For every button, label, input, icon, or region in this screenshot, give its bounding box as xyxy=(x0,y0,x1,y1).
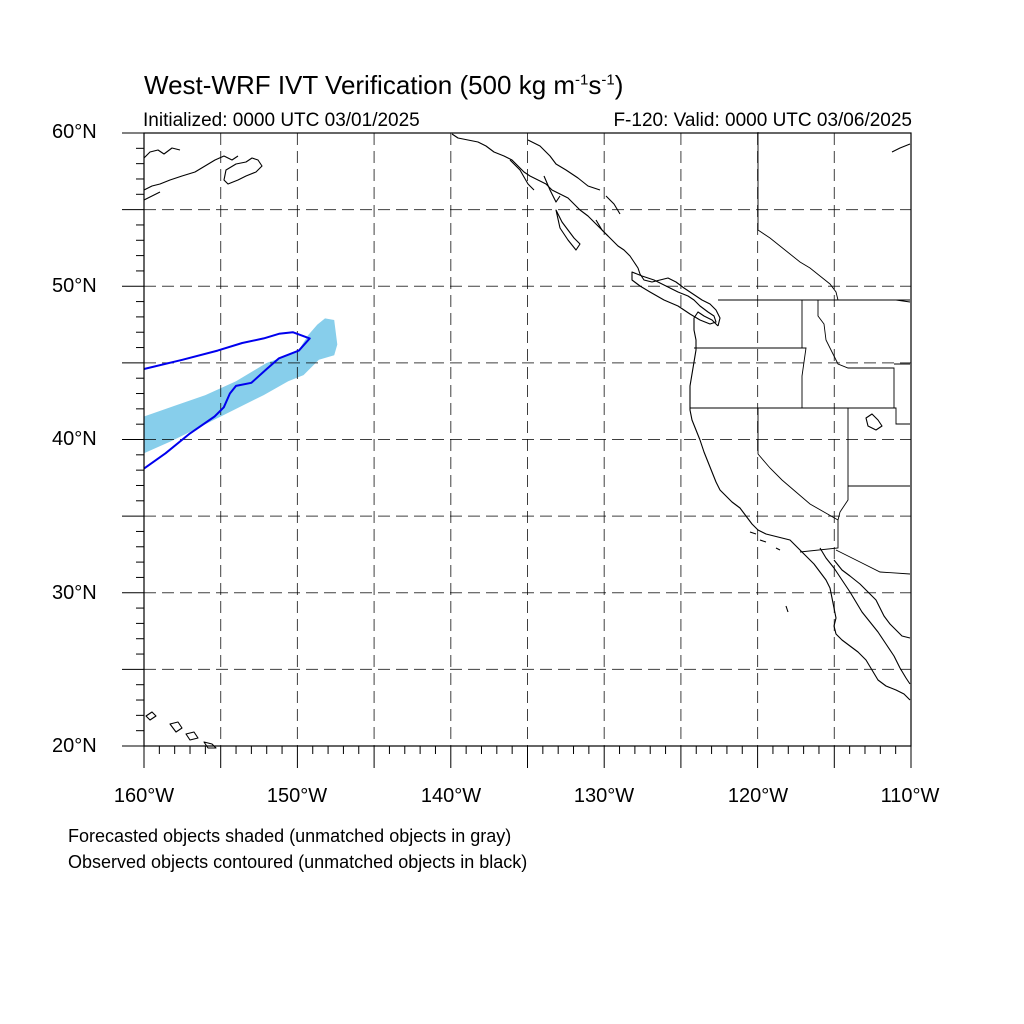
lat-label-50: 50°N xyxy=(52,275,97,297)
lat-label-60: 60°N xyxy=(52,121,97,143)
lon-label-160w: 160°W xyxy=(113,785,175,807)
lat-lon-grid xyxy=(144,133,911,746)
observed-ivt-contour xyxy=(143,331,311,470)
valid-time: F-120: Valid: 0000 UTC 03/06/2025 xyxy=(613,110,912,131)
observed-note: Observed objects contoured (unmatched ob… xyxy=(68,852,528,872)
initialized-time: Initialized: 0000 UTC 03/01/2025 xyxy=(143,110,420,131)
lon-label-130w: 130°W xyxy=(573,785,635,807)
lon-label-120w: 120°W xyxy=(727,785,789,807)
lon-label-150w: 150°W xyxy=(266,785,328,807)
axis-ticks xyxy=(122,132,912,768)
lat-label-20: 20°N xyxy=(52,735,97,757)
forecast-note: Forecasted objects shaded (unmatched obj… xyxy=(68,826,512,846)
lon-label-140w: 140°W xyxy=(420,785,482,807)
lat-label-30: 30°N xyxy=(52,582,97,604)
coastlines xyxy=(143,133,911,749)
map-title: West-WRF IVT Verification (500 kg m-1s-1… xyxy=(144,70,624,100)
lon-label-110w: 110°W xyxy=(880,785,940,807)
state-borders xyxy=(690,132,911,575)
lat-label-40: 40°N xyxy=(52,428,97,450)
